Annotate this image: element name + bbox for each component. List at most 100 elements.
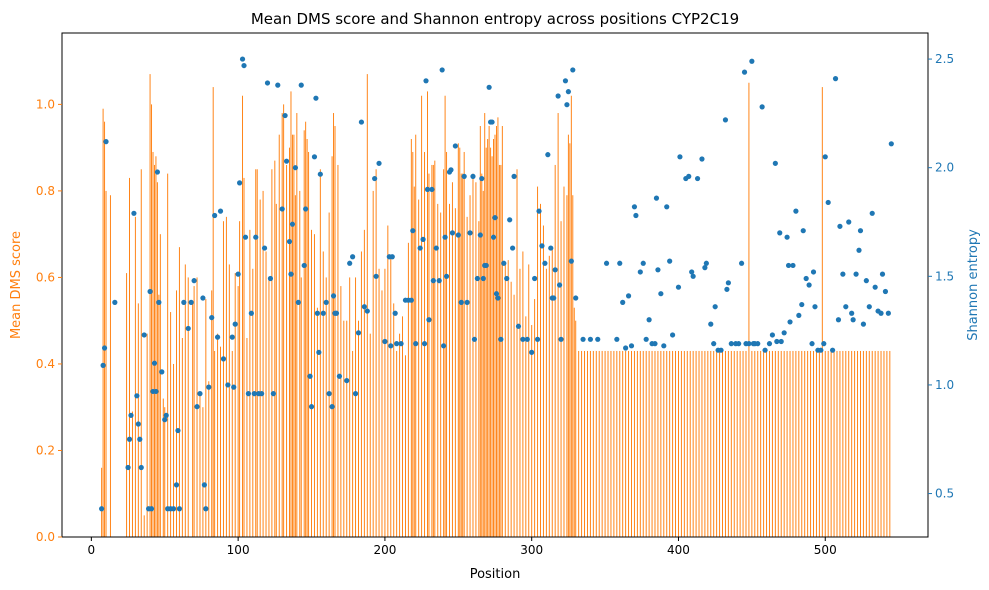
dms-bar	[769, 350, 770, 537]
entropy-point	[175, 427, 181, 434]
dms-bar	[491, 156, 493, 538]
entropy-point	[781, 330, 787, 336]
entropy-point	[573, 295, 579, 301]
dms-bar	[481, 173, 483, 537]
dms-bar	[836, 350, 838, 537]
entropy-point	[825, 199, 831, 206]
dms-bar	[311, 229, 312, 537]
entropy-point	[551, 295, 557, 301]
dms-bar	[102, 108, 104, 538]
dms-bar	[378, 268, 380, 537]
dms-bar	[162, 398, 164, 537]
dms-bar	[252, 268, 254, 537]
entropy-point	[556, 282, 563, 288]
y-axis-left-label: Mean DMS score	[9, 231, 24, 339]
entropy-point	[185, 325, 191, 332]
entropy-point	[148, 506, 155, 512]
entropy-point	[439, 67, 445, 73]
dms-bar	[678, 350, 679, 537]
dms-bar	[220, 346, 221, 537]
dms-bar	[669, 350, 671, 537]
entropy-point	[793, 208, 799, 214]
entropy-point	[452, 143, 458, 149]
dms-bar	[531, 325, 533, 537]
entropy-point	[863, 278, 869, 284]
entropy-point	[555, 93, 561, 99]
dms-bar	[857, 350, 859, 537]
entropy-point	[552, 267, 558, 273]
dms-bar	[686, 350, 688, 537]
dms-bar	[412, 151, 414, 537]
dms-bar	[262, 190, 264, 537]
dms-bar	[824, 350, 826, 537]
entropy-point	[330, 293, 337, 299]
dms-bar	[428, 173, 430, 537]
dms-bar	[256, 169, 258, 537]
entropy-point	[267, 275, 274, 282]
dms-bar	[862, 350, 864, 537]
entropy-point	[885, 310, 891, 316]
dms-bar	[479, 126, 481, 537]
dms-bar	[440, 212, 442, 538]
dms-bar	[789, 350, 791, 537]
entropy-point	[112, 299, 118, 305]
dms-bar	[680, 350, 682, 537]
entropy-point	[785, 262, 792, 269]
dms-bar	[192, 303, 194, 537]
dms-bar	[366, 74, 368, 537]
dms-bar	[886, 350, 888, 537]
entropy-point	[835, 317, 842, 323]
dms-bar	[460, 173, 462, 537]
dms-bar	[695, 350, 697, 537]
dms-bar	[457, 143, 459, 537]
dms-bar	[475, 182, 477, 537]
entropy-point	[741, 69, 748, 75]
entropy-point	[289, 221, 296, 227]
dms-bar	[500, 164, 502, 537]
entropy-point	[853, 271, 859, 277]
entropy-point	[101, 345, 108, 351]
dms-bar	[259, 199, 261, 537]
dms-bar	[842, 350, 844, 537]
entropy-point	[203, 506, 209, 512]
entropy-point	[259, 391, 265, 397]
entropy-point	[239, 56, 246, 62]
entropy-point	[620, 299, 626, 305]
y-axis-right: 0.5 1.0 1.5 2.0 2.5	[928, 52, 954, 501]
dms-bar	[748, 82, 750, 537]
dms-bar	[636, 350, 638, 537]
dms-bar	[205, 299, 207, 537]
entropy-point	[479, 175, 485, 182]
dms-bar	[449, 203, 450, 537]
y-right-tick-label: 1.0	[935, 378, 954, 392]
dms-bar	[639, 350, 641, 537]
entropy-point	[320, 310, 326, 316]
dms-bar	[170, 312, 172, 537]
dms-bar	[300, 277, 302, 537]
entropy-point	[749, 58, 755, 64]
dms-bar	[786, 350, 788, 537]
entropy-point	[154, 169, 161, 175]
y-left-tick-label: 0.2	[36, 443, 55, 457]
dms-bar	[633, 350, 635, 537]
entropy-point	[558, 336, 564, 342]
dms-bar	[369, 333, 371, 537]
dms-bar	[151, 104, 153, 537]
dms-bar	[883, 350, 885, 537]
dms-bar	[129, 177, 130, 537]
dms-bar	[402, 316, 403, 537]
dms-bar	[478, 221, 480, 537]
dms-bar	[795, 350, 797, 537]
dms-bar	[346, 320, 348, 537]
dms-bar	[490, 147, 492, 537]
dms-bar	[131, 411, 133, 537]
entropy-point	[313, 95, 319, 101]
dms-bar	[375, 169, 377, 537]
entropy-point	[191, 278, 197, 284]
dms-bar	[522, 251, 524, 537]
entropy-point	[766, 341, 773, 347]
entropy-point	[646, 317, 652, 323]
entropy-point	[126, 436, 133, 442]
dms-bar	[739, 350, 741, 537]
entropy-point	[545, 152, 551, 158]
